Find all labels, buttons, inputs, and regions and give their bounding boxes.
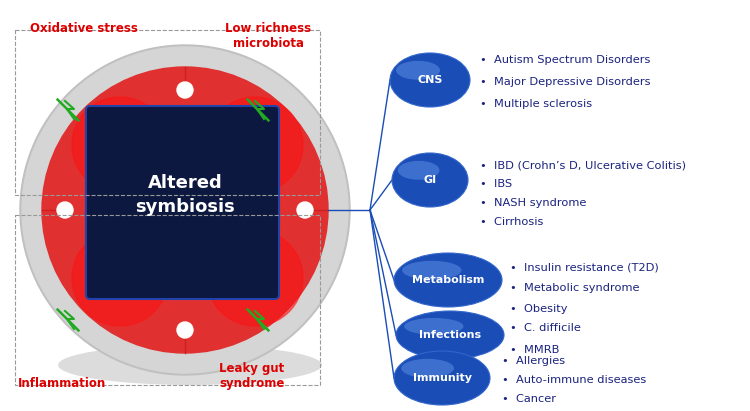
- Ellipse shape: [394, 351, 490, 405]
- Circle shape: [42, 67, 328, 353]
- Ellipse shape: [398, 161, 439, 180]
- Text: •  Major Depressive Disorders: • Major Depressive Disorders: [480, 77, 650, 87]
- Circle shape: [297, 202, 313, 218]
- FancyBboxPatch shape: [86, 106, 279, 299]
- Text: Immunity: Immunity: [413, 373, 472, 383]
- Ellipse shape: [402, 261, 461, 280]
- Text: •  Obesity: • Obesity: [510, 304, 568, 314]
- Text: •  Cancer: • Cancer: [502, 394, 556, 404]
- Text: GI: GI: [424, 175, 436, 185]
- Circle shape: [207, 230, 303, 326]
- Text: Low richness
microbiota: Low richness microbiota: [225, 22, 311, 50]
- Ellipse shape: [392, 153, 468, 207]
- Ellipse shape: [394, 253, 502, 307]
- Ellipse shape: [396, 61, 440, 80]
- Text: •  Autism Spectrum Disorders: • Autism Spectrum Disorders: [480, 55, 650, 65]
- Text: Metabolism: Metabolism: [412, 275, 485, 285]
- Text: •  IBS: • IBS: [480, 179, 512, 189]
- Ellipse shape: [390, 53, 470, 107]
- Circle shape: [177, 322, 193, 338]
- Text: Infections: Infections: [419, 330, 481, 340]
- Text: •  Cirrhosis: • Cirrhosis: [480, 217, 543, 227]
- Ellipse shape: [396, 311, 504, 359]
- Text: •  IBD (Crohn’s D, Ulcerative Colitis): • IBD (Crohn’s D, Ulcerative Colitis): [480, 160, 686, 170]
- Text: Oxidative stress: Oxidative stress: [30, 22, 138, 35]
- Text: •  Auto-immune diseases: • Auto-immune diseases: [502, 375, 646, 385]
- Text: •  C. difficile: • C. difficile: [510, 323, 580, 333]
- Text: Leaky gut
syndrome: Leaky gut syndrome: [219, 362, 285, 390]
- Circle shape: [72, 230, 168, 326]
- Circle shape: [20, 45, 350, 375]
- Circle shape: [177, 82, 193, 98]
- Circle shape: [207, 97, 303, 193]
- Text: •  Metabolic syndrome: • Metabolic syndrome: [510, 283, 640, 293]
- Text: •  Multiple sclerosis: • Multiple sclerosis: [480, 99, 592, 109]
- Circle shape: [57, 202, 73, 218]
- Text: Inflammation: Inflammation: [18, 377, 106, 390]
- Text: CNS: CNS: [417, 75, 442, 85]
- Ellipse shape: [401, 359, 454, 378]
- Circle shape: [72, 97, 168, 193]
- Text: •  MMRB: • MMRB: [510, 345, 560, 355]
- Ellipse shape: [58, 345, 322, 385]
- Text: •  NASH syndrome: • NASH syndrome: [480, 198, 586, 208]
- Text: •  Allergies: • Allergies: [502, 356, 566, 366]
- Ellipse shape: [404, 318, 464, 335]
- Text: •  Insulin resistance (T2D): • Insulin resistance (T2D): [510, 262, 658, 272]
- Text: Altered
symbiosis: Altered symbiosis: [135, 174, 235, 216]
- Circle shape: [22, 47, 348, 373]
